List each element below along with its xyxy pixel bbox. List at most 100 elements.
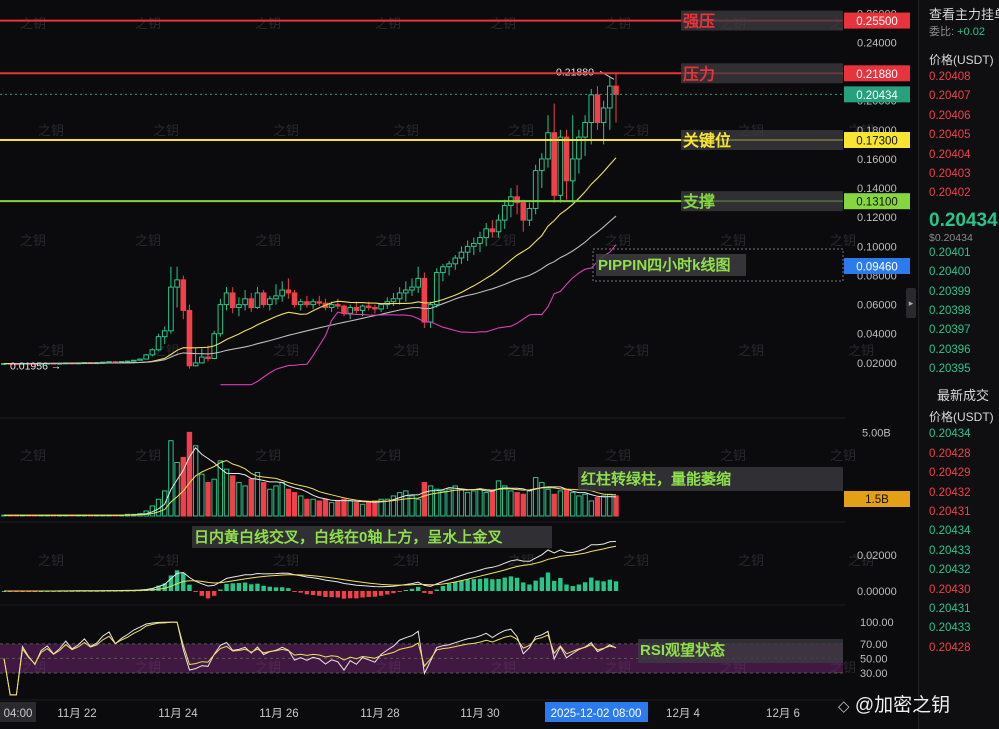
ask-row[interactable]: 0.20403 (929, 167, 971, 180)
candle (168, 286, 174, 332)
volume-bar (341, 498, 347, 517)
bid-row[interactable]: 0.20396 (929, 343, 971, 356)
collapse-panel-handle[interactable]: ▸ (906, 288, 916, 318)
bid-row[interactable]: 0.20400 (929, 266, 971, 279)
watermark-text: 之钥 (38, 553, 64, 568)
ask-row[interactable]: 0.20404 (929, 148, 971, 161)
bid-row[interactable]: 0.20397 (929, 324, 971, 337)
date-axis-tick: 11月 28 (360, 708, 399, 720)
volume-bar (359, 503, 366, 517)
candle (452, 257, 459, 265)
macd-histogram-bar (261, 585, 266, 591)
ask-row[interactable]: 0.20406 (929, 109, 971, 122)
watermark-text: 之钥 (38, 123, 64, 138)
macd-histogram-bar (589, 577, 594, 591)
trade-row[interactable]: 0.20431 (929, 602, 971, 615)
volume-bar (452, 485, 458, 517)
macd-histogram-bar (595, 580, 600, 591)
watermark-text: 之钥 (153, 123, 179, 138)
candle (310, 301, 316, 306)
volume-bar (600, 495, 607, 517)
candle (297, 301, 304, 306)
macd-histogram-bar (273, 587, 279, 591)
macd-histogram-bar (162, 583, 167, 591)
volume-annotation-bg (578, 467, 843, 491)
level-label: 强压 (683, 13, 715, 31)
bid-row[interactable]: 0.20401 (929, 246, 971, 259)
volume-bar (316, 500, 322, 517)
candle (353, 307, 360, 311)
trade-row[interactable]: 0.20433 (929, 622, 971, 635)
candle (440, 266, 446, 274)
macd-histogram-bar (527, 584, 532, 591)
level-price-tag-text: 0.17300 (856, 136, 898, 148)
trade-row[interactable]: 0.20434 (929, 428, 971, 441)
macd-histogram-bar (242, 582, 248, 591)
volume-bar (502, 485, 508, 517)
macd-histogram-bar (292, 591, 297, 592)
crosshair-date-text: 2025-12-02 08:00 (551, 708, 642, 720)
volume-bar (236, 482, 242, 517)
watermark-text: 之钥 (623, 553, 649, 568)
macd-histogram-bar (286, 588, 291, 591)
macd-histogram-bar (545, 572, 551, 591)
book-title[interactable]: 查看主力挂单 (929, 7, 999, 22)
rsi-annotation: RSI观望状态 (640, 641, 725, 659)
trade-row[interactable]: 0.20432 (929, 486, 971, 499)
level-price-tag (844, 193, 910, 210)
trade-row[interactable]: 0.20434 (929, 525, 971, 538)
candle (192, 362, 199, 367)
macd-histogram-bar (415, 586, 421, 591)
macd-histogram-bar (310, 591, 316, 596)
ask-row[interactable]: 0.20408 (929, 71, 971, 83)
bid-row[interactable]: 0.20398 (929, 304, 971, 317)
macd-histogram-bar (378, 591, 384, 596)
candle (495, 219, 502, 233)
volume-bar (310, 498, 316, 517)
ma-yellow-line (4, 157, 617, 365)
watermark-text: 之钥 (738, 553, 764, 568)
rsi-annotation-bg (638, 639, 843, 663)
watermark-text: 之钥 (393, 553, 419, 568)
trade-row[interactable]: 0.20428 (929, 641, 971, 654)
watermark-text: 之钥 (153, 553, 179, 568)
trade-list: 0.20434 0.20428 0.20429 0.20432 0.20431 0.204… (919, 425, 999, 658)
trade-row[interactable]: 0.20431 (929, 506, 971, 519)
macd-histogram-bar (255, 583, 260, 591)
candle (582, 122, 588, 138)
volume-bar (607, 493, 613, 517)
candle (464, 245, 471, 253)
volume-bar (192, 445, 199, 517)
candle (273, 295, 279, 300)
symbol-label-frame (592, 248, 844, 282)
trade-row[interactable]: 0.20428 (929, 447, 971, 460)
candle (341, 305, 347, 314)
volume-bar (446, 488, 452, 517)
symbol-label: PIPPIN四小时k线图 (598, 256, 731, 274)
volume-bar (477, 488, 483, 517)
trade-row[interactable]: 0.20433 (929, 544, 971, 557)
volume-bar (180, 456, 186, 517)
candle (372, 307, 378, 310)
volume-ma-yellow (4, 459, 617, 516)
macd-histogram-bar (267, 586, 273, 591)
level-label-bg (681, 130, 843, 151)
ask-row[interactable]: 0.20405 (929, 129, 971, 142)
macd-histogram-bar (249, 584, 254, 591)
watermark-text: 之钥 (255, 448, 281, 463)
watermark-text: 之钥 (605, 233, 631, 248)
volume-bar (304, 498, 310, 517)
trade-row[interactable]: 0.20432 (929, 564, 971, 577)
bid-row[interactable]: 0.20395 (929, 363, 971, 376)
trade-row[interactable]: 0.20430 (929, 583, 971, 596)
trades-title[interactable]: 最新成交 (937, 388, 990, 404)
extra-price-tag (844, 258, 910, 274)
ask-row[interactable]: 0.20402 (929, 187, 971, 200)
ask-row[interactable]: 0.20407 (929, 90, 971, 103)
watermark-text: 之钥 (135, 660, 161, 675)
candle (248, 298, 255, 309)
trade-row[interactable]: 0.20429 (929, 467, 971, 480)
bid-row[interactable]: 0.20399 (929, 285, 971, 298)
macd-histogram-bar (236, 583, 242, 591)
